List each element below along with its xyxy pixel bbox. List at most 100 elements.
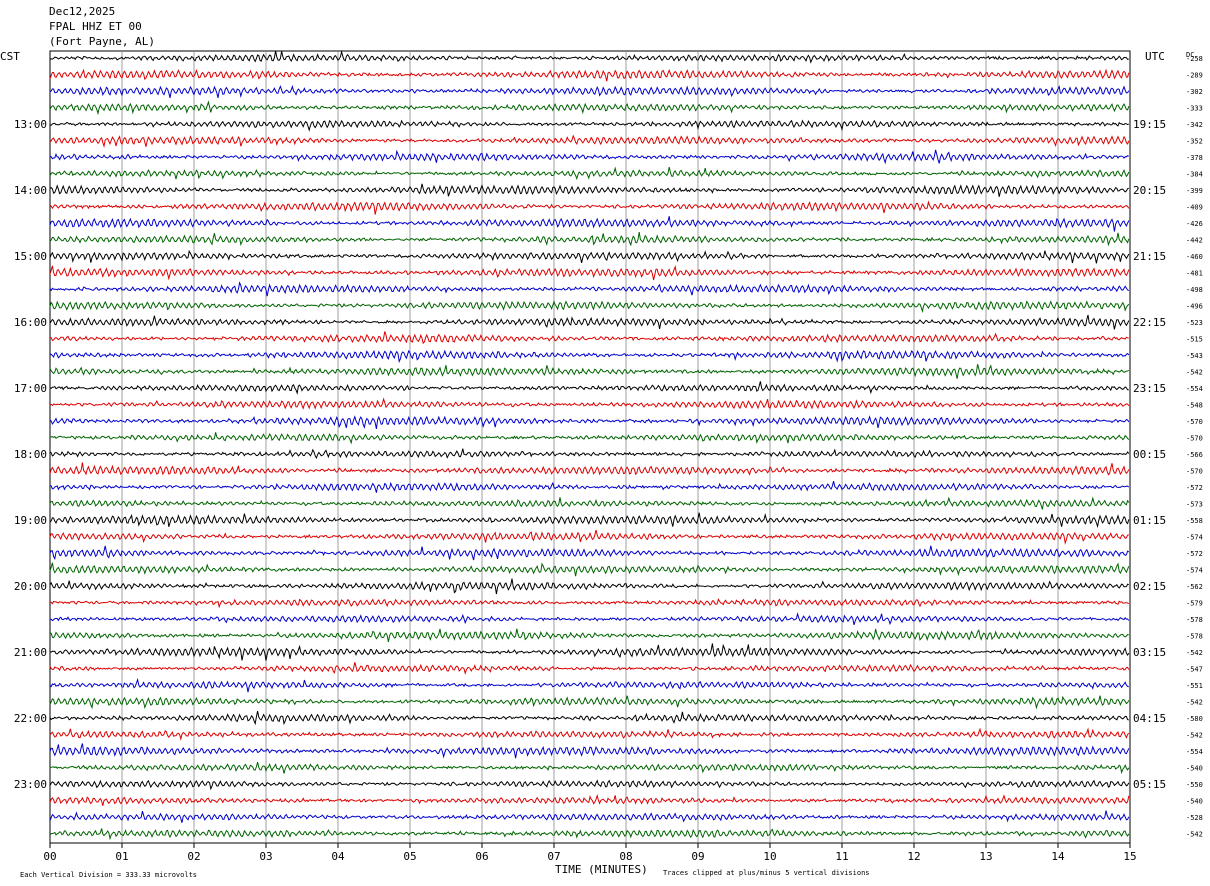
dc-offset-label: -578	[1186, 633, 1203, 641]
x-tick-label: 05	[403, 850, 416, 863]
dc-offset-label: -542	[1186, 649, 1203, 657]
dc-offset-label: -578	[1186, 616, 1203, 624]
cst-hour-label: 14:00	[14, 184, 47, 197]
utc-hour-label: 03:15	[1133, 646, 1166, 659]
x-tick-label: 01	[115, 850, 128, 863]
cst-hour-label: 21:00	[14, 646, 47, 659]
cst-hour-label: 22:00	[14, 712, 47, 725]
date-label: Dec12,2025	[49, 5, 116, 18]
trace-line	[49, 149, 1129, 165]
dc-offset-label: -574	[1186, 534, 1203, 542]
dc-offset-label: -540	[1186, 765, 1203, 773]
utc-hour-label: 05:15	[1133, 778, 1166, 791]
dc-offset-label: -554	[1186, 748, 1203, 756]
station-label: FPAL HHZ ET 00	[49, 20, 142, 33]
dc-offset-label: -523	[1186, 319, 1203, 327]
dc-offset-label: -498	[1186, 286, 1203, 294]
trace-line	[49, 249, 1130, 264]
dc-offset-label: -352	[1186, 138, 1203, 146]
trace-line	[49, 578, 1129, 595]
x-tick-label: 12	[907, 850, 920, 863]
trace-line	[49, 496, 1130, 510]
x-axis-title: TIME (MINUTES)	[555, 863, 648, 876]
trace-line	[49, 662, 1130, 675]
dc-offset-label: -579	[1186, 600, 1203, 608]
trace-line	[49, 643, 1130, 661]
dc-offset-label: -551	[1186, 682, 1203, 690]
dc-offset-label: -442	[1186, 237, 1203, 245]
dc-offset-label: -543	[1186, 352, 1203, 360]
utc-hour-label: 04:15	[1133, 712, 1166, 725]
location-label: (Fort Payne, AL)	[49, 35, 155, 48]
trace-line	[49, 545, 1130, 561]
trace-line	[49, 598, 1130, 609]
dc-offset-label: -562	[1186, 583, 1203, 591]
dc-offset-label: -548	[1186, 402, 1203, 410]
trace-line	[49, 512, 1130, 529]
plot-frame	[49, 50, 1131, 844]
dc-offset-label: -515	[1186, 336, 1203, 344]
utc-hour-label: 19:15	[1133, 118, 1166, 131]
dc-offset-label: -547	[1186, 666, 1203, 674]
x-tick-label: 11	[835, 850, 848, 863]
x-tick-label: 07	[547, 850, 560, 863]
x-tick-label: 10	[763, 850, 776, 863]
trace-line	[49, 810, 1130, 823]
trace-line	[50, 480, 1130, 493]
x-tick-label: 03	[259, 850, 272, 863]
trace-line	[49, 300, 1130, 314]
dc-offset-label: -481	[1186, 270, 1203, 278]
trace-line	[49, 779, 1130, 791]
footer-vertical-division: Each Vertical Division = 333.33 microvol…	[20, 871, 197, 879]
trace-line	[49, 828, 1130, 841]
dc-offset-label: -572	[1186, 484, 1203, 492]
trace-line	[49, 397, 1130, 410]
trace-line	[49, 100, 1130, 116]
dc-offset-label: -302	[1186, 88, 1203, 96]
dc-offset-label: -554	[1186, 385, 1203, 393]
seismic-traces	[49, 49, 1130, 841]
trace-line	[49, 710, 1129, 726]
trace-line	[49, 448, 1130, 460]
dc-offset-label: -258	[1186, 55, 1203, 63]
trace-line	[49, 743, 1130, 759]
dc-offset-label: -333	[1186, 105, 1203, 113]
utc-hour-label: 00:15	[1133, 448, 1166, 461]
trace-line	[49, 611, 1130, 626]
dc-offset-label: -550	[1186, 781, 1203, 789]
utc-hour-label: 02:15	[1133, 580, 1166, 593]
plot-grid	[49, 50, 1131, 848]
trace-line	[49, 134, 1130, 149]
utc-hour-label: 20:15	[1133, 184, 1166, 197]
trace-line	[49, 562, 1130, 577]
x-tick-label: 00	[43, 850, 56, 863]
trace-line	[49, 84, 1130, 99]
dc-offset-label: -572	[1186, 550, 1203, 558]
x-tick-label: 15	[1123, 850, 1136, 863]
x-tick-label: 09	[691, 850, 704, 863]
dc-offset-label: -289	[1186, 72, 1203, 80]
cst-hour-label: 19:00	[14, 514, 47, 527]
dc-offset-label: -384	[1186, 171, 1203, 179]
trace-line	[49, 677, 1129, 693]
trace-line	[49, 166, 1130, 181]
trace-line	[49, 462, 1130, 476]
dc-offset-label: -540	[1186, 798, 1203, 806]
axis-labels: CST UTC DC Each Vertical Division = 333.…	[0, 50, 1203, 879]
cst-hour-label: 18:00	[14, 448, 47, 461]
trace-line	[49, 200, 1130, 215]
dc-offset-label: -558	[1186, 517, 1203, 525]
trace-line	[49, 415, 1130, 429]
trace-line	[49, 695, 1130, 710]
cst-hour-label: 23:00	[14, 778, 47, 791]
trace-line	[49, 49, 1129, 64]
trace-line	[50, 761, 1130, 775]
dc-offset-label: -426	[1186, 220, 1203, 228]
x-tick-label: 08	[619, 850, 632, 863]
trace-line	[49, 727, 1130, 741]
dc-offset-label: -574	[1186, 567, 1203, 575]
dc-offset-label: -570	[1186, 468, 1203, 476]
x-tick-label: 04	[331, 850, 345, 863]
dc-offset-label: -496	[1186, 303, 1203, 311]
utc-axis-title: UTC	[1145, 50, 1165, 63]
